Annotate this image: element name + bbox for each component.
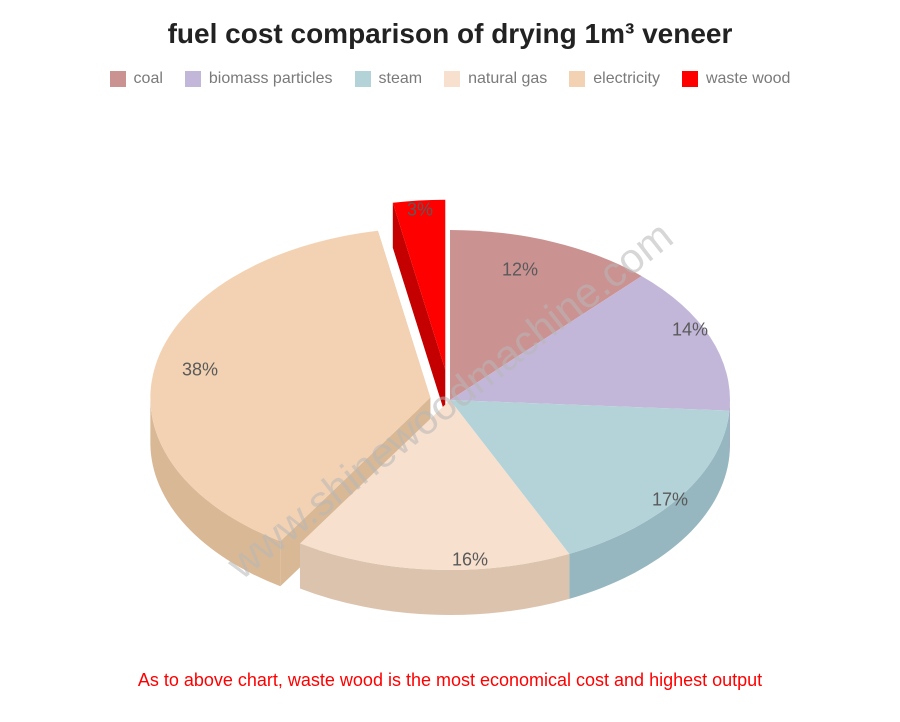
pie-chart	[0, 0, 900, 722]
chart-frame: fuel cost comparison of drying 1m³ venee…	[0, 0, 900, 722]
pie-label-steam: 17%	[652, 490, 688, 511]
pie-label-coal: 12%	[502, 260, 538, 281]
pie-label-waste-wood: 3%	[407, 200, 433, 221]
chart-caption: As to above chart, waste wood is the mos…	[0, 670, 900, 691]
pie-label-electricity: 38%	[182, 360, 218, 381]
pie-label-biomass-particles: 14%	[672, 320, 708, 341]
pie-label-natural-gas: 16%	[452, 550, 488, 571]
